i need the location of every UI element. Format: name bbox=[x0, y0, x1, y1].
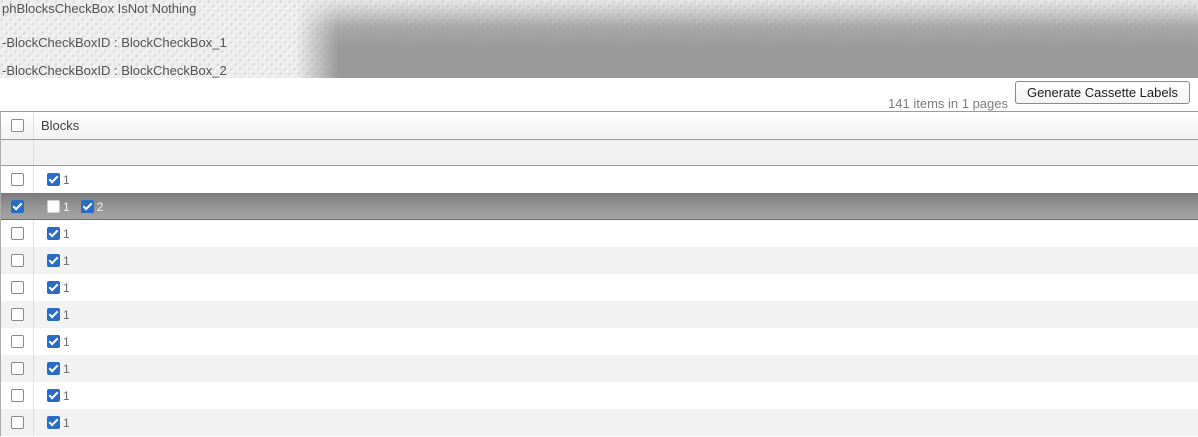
block-checkbox[interactable] bbox=[47, 254, 60, 267]
blocks-cell: 1 bbox=[34, 274, 1198, 301]
block-checkbox-label[interactable]: 1 bbox=[63, 226, 70, 241]
table-row[interactable]: 1 bbox=[1, 328, 1198, 355]
block-checkbox[interactable] bbox=[47, 416, 60, 429]
block-checkbox[interactable] bbox=[47, 308, 60, 321]
blocks-cell: 1 bbox=[34, 301, 1198, 328]
blocks-cell: 1 bbox=[34, 355, 1198, 382]
row-selector-cell bbox=[1, 409, 34, 436]
block-checkbox-label[interactable]: 1 bbox=[63, 334, 70, 349]
blocks-cell: 1 bbox=[34, 382, 1198, 409]
block-item: 1 bbox=[47, 335, 70, 349]
block-checkbox[interactable] bbox=[47, 173, 60, 186]
row-selector-cell bbox=[1, 301, 34, 328]
table-row[interactable]: 1 bbox=[1, 409, 1198, 436]
row-selector-cell bbox=[1, 274, 34, 301]
row-select-checkbox[interactable] bbox=[10, 335, 24, 348]
row-select-checkbox[interactable] bbox=[10, 389, 24, 402]
grid-header-row: Blocks bbox=[1, 112, 1198, 140]
block-checkbox-label[interactable]: 2 bbox=[96, 199, 104, 214]
block-checkbox-label[interactable]: 1 bbox=[63, 199, 70, 214]
table-row[interactable]: 1 bbox=[1, 220, 1198, 247]
select-all-cell bbox=[1, 112, 34, 139]
table-row[interactable]: 1 bbox=[1, 301, 1198, 328]
select-all-checkbox[interactable] bbox=[10, 119, 24, 132]
debug-line: phBlocksCheckBox IsNot Nothing bbox=[2, 1, 197, 16]
grid-filter-row bbox=[1, 140, 1198, 166]
blocks-cell: 1 bbox=[34, 220, 1198, 247]
block-checkbox-label[interactable]: 1 bbox=[63, 172, 70, 187]
row-selector-cell bbox=[1, 166, 34, 193]
toolbar: 141 items in 1 pages Generate Cassette L… bbox=[0, 78, 1198, 111]
row-selector-cell bbox=[1, 328, 34, 355]
block-checkbox[interactable] bbox=[80, 200, 94, 213]
block-item: 1 bbox=[47, 254, 70, 268]
row-select-checkbox[interactable] bbox=[10, 254, 24, 267]
blocks-cell: 1 bbox=[34, 328, 1198, 355]
block-item: 2 bbox=[80, 199, 104, 214]
table-row[interactable]: 1 bbox=[1, 382, 1198, 409]
table-row[interactable]: 1 bbox=[1, 355, 1198, 382]
debug-line: -BlockCheckBoxID : BlockCheckBox_2 bbox=[2, 63, 227, 78]
debug-line: -BlockCheckBoxID : BlockCheckBox_1 bbox=[2, 35, 227, 50]
block-checkbox-label[interactable]: 1 bbox=[63, 307, 70, 322]
table-row[interactable]: 1 bbox=[1, 247, 1198, 274]
block-item: 1 bbox=[47, 173, 70, 187]
debug-lines: phBlocksCheckBox IsNot Nothing -BlockChe… bbox=[0, 0, 310, 78]
row-select-checkbox[interactable] bbox=[10, 416, 24, 429]
banner-gray-gradient bbox=[296, 0, 1198, 78]
block-item: 1 bbox=[47, 227, 70, 241]
row-select-checkbox[interactable] bbox=[10, 362, 24, 375]
filter-selector-cell bbox=[1, 140, 34, 165]
block-checkbox[interactable] bbox=[47, 227, 60, 240]
row-selector-cell bbox=[1, 382, 34, 409]
column-header-blocks: Blocks bbox=[41, 118, 80, 133]
block-checkbox[interactable] bbox=[47, 389, 60, 402]
blocks-cell: 1 bbox=[34, 247, 1198, 274]
debug-output-panel: phBlocksCheckBox IsNot Nothing -BlockChe… bbox=[0, 0, 1198, 78]
row-select-checkbox[interactable] bbox=[10, 227, 24, 240]
row-selector-cell bbox=[1, 194, 34, 219]
block-item: 1 bbox=[47, 416, 70, 430]
block-checkbox-label[interactable]: 1 bbox=[63, 388, 70, 403]
table-row[interactable]: 1 bbox=[1, 274, 1198, 301]
block-checkbox-label[interactable]: 1 bbox=[63, 415, 70, 430]
row-select-checkbox[interactable] bbox=[10, 281, 24, 294]
block-checkbox[interactable] bbox=[47, 362, 60, 375]
items-count-label: 141 items in 1 pages bbox=[888, 96, 1008, 111]
generate-cassette-labels-button[interactable]: Generate Cassette Labels bbox=[1014, 81, 1190, 104]
row-select-checkbox[interactable] bbox=[10, 173, 24, 186]
block-checkbox[interactable] bbox=[47, 281, 60, 294]
block-checkbox[interactable] bbox=[47, 335, 60, 348]
blocks-cell: 1 bbox=[34, 166, 1198, 193]
block-item: 1 bbox=[47, 362, 70, 376]
row-select-checkbox[interactable] bbox=[10, 308, 24, 321]
block-checkbox-label[interactable]: 1 bbox=[63, 280, 70, 295]
block-checkbox[interactable] bbox=[47, 200, 60, 213]
block-item: 1 bbox=[47, 281, 70, 295]
block-item: 1 bbox=[47, 308, 70, 322]
row-selector-cell bbox=[1, 220, 34, 247]
row-selector-cell bbox=[1, 355, 34, 382]
block-item: 1 bbox=[47, 200, 70, 214]
row-select-checkbox[interactable] bbox=[10, 200, 24, 213]
block-item: 1 bbox=[47, 389, 70, 403]
table-row[interactable]: 1 bbox=[1, 166, 1198, 193]
row-selector-cell bbox=[1, 247, 34, 274]
block-checkbox-label[interactable]: 1 bbox=[63, 253, 70, 268]
blocks-cell: 1 bbox=[34, 409, 1198, 436]
block-checkbox-label[interactable]: 1 bbox=[63, 361, 70, 376]
